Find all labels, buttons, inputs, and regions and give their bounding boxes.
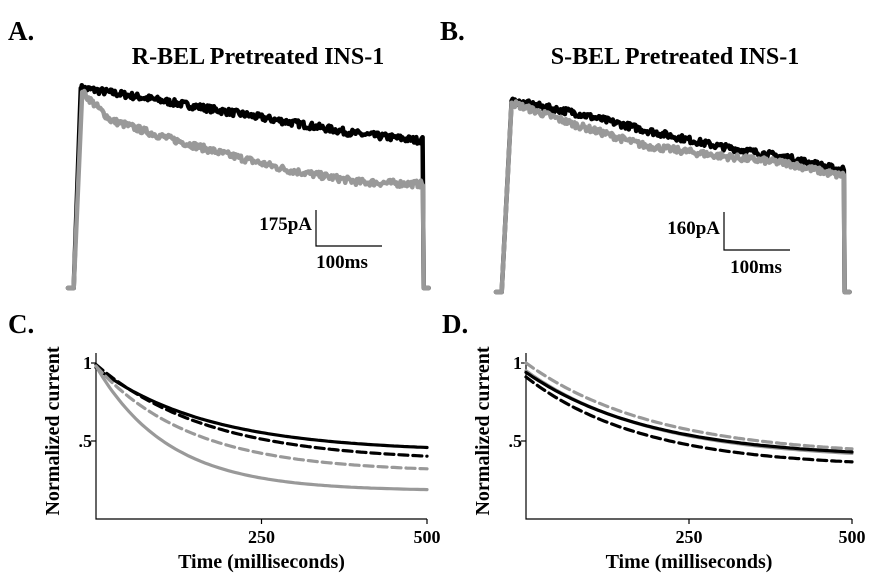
panel-b-title: S-BEL Pretreated INS-1 (551, 44, 799, 70)
panel-b-trace-2 (493, 99, 852, 295)
panel-c-series-3 (94, 364, 429, 471)
panel-c-chart: 1 .5 250 500 Time (milliseconds) Normalized c… (42, 346, 441, 573)
panel-b-letter: B. (440, 16, 465, 46)
panel-a-title: R-BEL Pretreated INS-1 (132, 44, 384, 70)
panel-a: A. R-BEL Pretreated INS-1 175pA 100ms (8, 16, 431, 291)
panel-d-xtick-label-2: 500 (839, 527, 866, 547)
panel-a-scale-time: 100ms (316, 252, 368, 273)
panel-d-xtick-label-1: 250 (676, 527, 703, 547)
panel-d-axes (525, 353, 852, 520)
panel-a-scale-bar: 175pA 100ms (259, 210, 382, 273)
panel-b-scale-bar-lines (723, 212, 790, 251)
panel-d-series-1 (524, 361, 854, 451)
panel-d-series-2 (524, 369, 854, 455)
panel-d-series-3 (524, 370, 854, 454)
panel-b-scale-bar: 160pA 100ms (667, 212, 790, 278)
panel-a-trace-1 (65, 82, 431, 291)
panel-d-ytick-label-2: .5 (509, 431, 523, 451)
panel-a-letter: A. (8, 16, 34, 46)
panel-c-ylabel: Normalized current (42, 346, 64, 515)
panel-d-ytick-label-1: 1 (513, 353, 522, 373)
panel-b-scale-current: 160pA (667, 218, 720, 239)
panel-d-letter: D. (442, 309, 468, 339)
panel-b: B. S-BEL Pretreated INS-1 160pA 100ms (440, 16, 852, 295)
panel-c-xtick-label-1: 250 (248, 527, 275, 547)
panel-c-ytick-label-2: .5 (79, 431, 93, 451)
panel-b-trace-1 (493, 96, 852, 295)
panel-a-trace-2 (65, 88, 431, 291)
panel-b-scale-time: 100ms (730, 257, 782, 278)
panel-c-series-4 (94, 364, 429, 492)
panel-d: D. 1 .5 250 500 Time (milliseconds) Normalize… (442, 309, 866, 573)
panel-c-axes (95, 353, 427, 520)
panel-c: C. 1 .5 250 500 Time (milliseconds) Normalize… (8, 309, 441, 573)
panel-c-xlabel: Time (milliseconds) (178, 551, 345, 573)
panel-d-ylabel: Normalized current (472, 346, 494, 515)
panel-c-letter: C. (8, 309, 34, 339)
panel-a-traces (65, 82, 431, 291)
panel-a-scale-bar-lines (315, 210, 382, 247)
panel-c-xtick-label-2: 500 (414, 527, 441, 547)
panel-b-traces (493, 96, 852, 295)
panel-c-series-1 (94, 366, 429, 450)
panel-d-series-4 (524, 375, 854, 464)
panel-d-xlabel: Time (milliseconds) (606, 551, 773, 573)
panel-d-chart: 1 .5 250 500 Time (milliseconds) Normalized c… (472, 346, 866, 573)
panel-c-series-2 (94, 363, 429, 458)
panel-c-ytick-label-1: 1 (83, 353, 92, 373)
panel-a-scale-current: 175pA (259, 214, 312, 235)
